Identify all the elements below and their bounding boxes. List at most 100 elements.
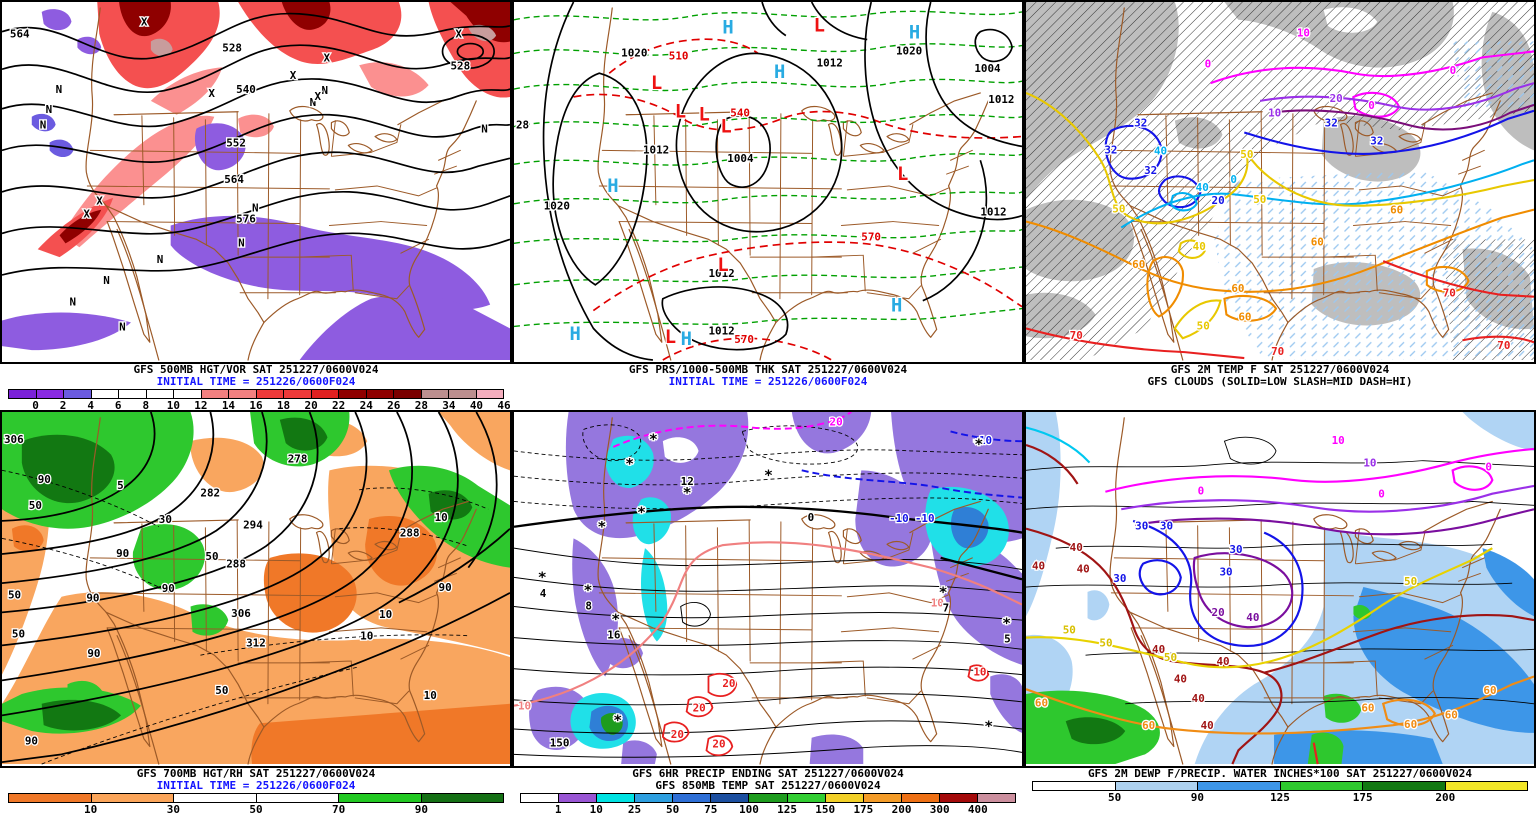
map-label: N [103, 274, 110, 287]
colorbar-tick: 16 [249, 399, 263, 412]
colorbar-tick: 125 [777, 803, 797, 816]
colorbar-tick: 75 [704, 803, 718, 816]
map-label: 30 [1160, 520, 1173, 533]
map-label: 528 [222, 41, 242, 54]
map-label: H [891, 296, 902, 317]
map-label: 90 [439, 581, 452, 594]
colorbar-tick: 22 [332, 399, 346, 412]
map-label: 570 [861, 230, 881, 243]
map-label: * [613, 712, 622, 729]
map-label: 90 [38, 473, 51, 486]
map-label: 30 [159, 513, 172, 526]
map-label: 60 [1311, 235, 1324, 248]
map-label: X [455, 28, 462, 41]
panel-prs-thk: 1020 1012 1012 1004 1020 1012 1012 1012 1020 1004… [512, 0, 1024, 410]
map-label: N [69, 296, 76, 309]
colorbar-segments [8, 793, 504, 803]
map-label: 278 [288, 453, 308, 466]
map-label: * [538, 569, 547, 586]
colorbar-segment [901, 794, 940, 802]
map-label: * [974, 436, 983, 453]
colorbar-segment [863, 794, 902, 802]
map-label: 40 [1032, 560, 1045, 573]
map-label: 40 [1193, 240, 1206, 253]
map-label: 40 [1154, 144, 1167, 157]
map-label: -10 [915, 512, 935, 525]
map-label: 528 [450, 59, 470, 72]
map-label: 60 [1231, 282, 1244, 295]
map-label: N [157, 253, 164, 266]
map-labels: 306 278 282 294 288 288 306 312 90 50 30 50 90 90 90 90… [3, 432, 453, 749]
map-label: 1012 [988, 93, 1014, 106]
colorbar-tick: 1 [554, 803, 562, 816]
colorbar-segment [201, 390, 229, 398]
map-label: 70 [1271, 345, 1284, 358]
map-label: X [83, 208, 90, 221]
colorbar-segments [520, 793, 1016, 803]
map-label: L [897, 164, 908, 185]
map-label: N [310, 96, 317, 109]
map-label: L [814, 16, 825, 37]
colorbar-segment [174, 390, 202, 398]
map-label: 20 [1212, 194, 1225, 207]
map-label: 0 [1205, 57, 1212, 70]
colorbar-tick: 24 [359, 399, 373, 412]
map-label: 60 [1445, 708, 1458, 721]
map-label: 0 [1485, 460, 1492, 473]
colorbar-tick: 26 [387, 399, 401, 412]
map-label: N [40, 119, 47, 132]
map-label: 5 [1004, 633, 1011, 646]
map-label: 294 [243, 519, 263, 532]
map-label: 60 [1142, 719, 1155, 732]
colorbar-tick: 10 [589, 803, 603, 816]
map-label: N [238, 236, 245, 249]
map-label: N [321, 84, 328, 97]
map-label: 312 [246, 636, 266, 649]
map-label: 50 [215, 684, 228, 697]
map-label: -10 [889, 512, 909, 525]
colorbar-segment [64, 390, 92, 398]
map-label: 32 [1144, 164, 1157, 177]
colorbar-segment [91, 390, 119, 398]
colorbar-tick: 34 [442, 399, 456, 412]
colorbar-segment [1198, 782, 1281, 790]
map-label: * [683, 485, 692, 502]
colorbar-segment [174, 794, 257, 802]
precip-shading [529, 412, 1022, 765]
map-label: 564 [224, 173, 244, 186]
colorbar-segment [311, 390, 339, 398]
colorbar-segment [119, 390, 147, 398]
map-label: 70 [1443, 287, 1456, 300]
colorbar-tick: 125 [1270, 791, 1290, 804]
map-label: 30 [1219, 565, 1232, 578]
map-label: X [96, 195, 103, 208]
colorbar-segment [521, 794, 560, 802]
map-label: 32 [1104, 143, 1117, 156]
caption-line1: GFS 2M DEWP F/PRECIP. WATER INCHES*100 S… [1087, 767, 1473, 780]
caption-line2: GFS CLOUDS (SOLID=LOW SLASH=MID DASH=HI) [1147, 375, 1413, 388]
plus10-contour [514, 541, 1022, 707]
colorbar-tick: 30 [166, 803, 180, 816]
colorbar-segment [36, 390, 64, 398]
850-temp-contours-warm [514, 547, 1022, 758]
colorbar-precip: 1 10 25 50 75 100 125 150 175 200 300 400 [520, 793, 1016, 816]
colorbar-segment [339, 390, 367, 398]
map-label: * [939, 584, 948, 601]
colorbar-tick: 300 [929, 803, 950, 816]
map-label: 50 [1253, 193, 1266, 206]
thickness-contours-red [573, 38, 1022, 361]
colorbar-tick: 18 [276, 399, 291, 412]
map-label: 5 [117, 479, 124, 492]
minus10-contour [801, 430, 1022, 499]
colorbar-tick: 25 [627, 803, 642, 816]
map-label: 40 [1196, 181, 1209, 194]
map-label: N [252, 202, 259, 215]
colorbar-segment [229, 390, 257, 398]
colorbar-tick: 50 [1108, 791, 1122, 804]
colorbar-segment [559, 794, 598, 802]
colorbar-tick: 12 [194, 399, 208, 412]
map-label: 10 [379, 608, 392, 621]
map-label: 60 [1035, 697, 1048, 710]
map-label: 40 [1152, 643, 1165, 656]
